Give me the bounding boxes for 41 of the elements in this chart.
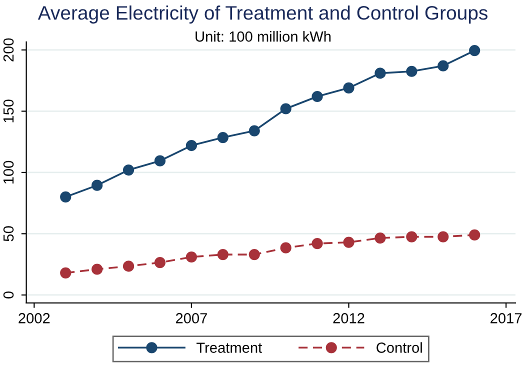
chart-title: Average Electricity of Treatment and Control Groups: [38, 5, 488, 24]
point: [312, 238, 323, 250]
point: [438, 60, 449, 72]
point: [280, 103, 292, 114]
point: [217, 132, 228, 144]
point: [406, 231, 418, 242]
point: [186, 140, 198, 152]
point: [122, 260, 134, 272]
y-tick-label: 150: [3, 100, 14, 122]
y-tick-label: 100: [3, 160, 14, 184]
y-tick-label: 0: [3, 292, 14, 298]
point: [92, 264, 103, 275]
point: [248, 125, 260, 136]
x-tick-label: 2012: [333, 313, 364, 324]
point: [406, 66, 418, 77]
y-tick-label: 200: [3, 38, 14, 62]
point: [92, 180, 103, 191]
point: [248, 248, 260, 260]
chart-subtitle: Unit: 100 million kWh: [196, 31, 331, 42]
point: [469, 44, 480, 56]
point: [469, 229, 480, 241]
point: [343, 82, 354, 94]
point: [154, 256, 166, 268]
x-tick-label: 2007: [176, 313, 207, 324]
x-tick-label: 2002: [18, 313, 50, 324]
y-tick-label: 50: [3, 226, 14, 242]
point: [312, 90, 323, 102]
point: [186, 251, 198, 263]
point: [154, 155, 166, 166]
point: [280, 242, 292, 254]
point: [217, 248, 228, 260]
point: [122, 164, 134, 176]
point: [60, 191, 72, 203]
point: [343, 236, 354, 248]
point: [374, 232, 386, 244]
legend-label: Control: [376, 342, 422, 353]
x-tick-label: 2017: [490, 313, 522, 324]
point: [438, 231, 449, 242]
point: [374, 68, 386, 79]
point: [60, 267, 72, 278]
legend-label: Treatment: [196, 342, 262, 353]
